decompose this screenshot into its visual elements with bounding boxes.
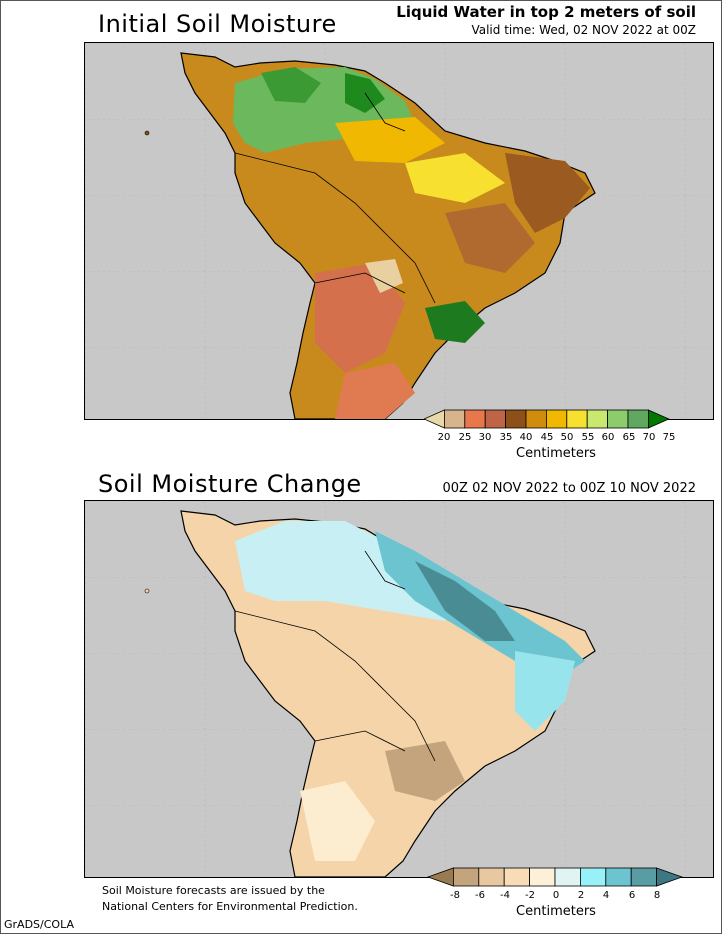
- cbar2-tick-6: 4: [602, 890, 610, 901]
- cbar1-tick-9: 65: [622, 432, 636, 443]
- cbar2-tick-3: -2: [525, 890, 535, 901]
- cbar2-tick-8: 8: [653, 890, 661, 901]
- colorbar-swatch: [630, 867, 657, 887]
- panel1-header-line2: Valid time: Wed, 02 NOV 2022 at 00Z: [471, 23, 696, 37]
- initial-soil-moisture-map-svg: [85, 43, 713, 419]
- colorbar-swatch: [607, 409, 629, 429]
- cbar1-tick-0: 20: [437, 432, 451, 443]
- colorbar-swatch: [579, 867, 607, 887]
- soil-moisture-change-map: [84, 500, 714, 878]
- colorbar-arrow-low: [426, 867, 454, 887]
- cbar1-tick-11: 75: [662, 432, 676, 443]
- cbar2-tick-2: -4: [500, 890, 510, 901]
- colorbar-swatch: [627, 409, 649, 429]
- colorbar-swatch: [503, 867, 530, 887]
- panel2-title: Soil Moisture Change: [98, 470, 362, 498]
- colorbar-swatch: [525, 409, 547, 429]
- colorbar-swatch: [478, 867, 505, 887]
- panel2-colorbar: [426, 867, 684, 887]
- colorbar-swatch: [443, 409, 466, 429]
- colorbar-arrow-low: [424, 409, 445, 429]
- cbar2-tick-5: 2: [577, 890, 585, 901]
- cbar1-tick-8: 60: [601, 432, 615, 443]
- colorbar-swatch: [546, 409, 568, 429]
- cbar1-tick-3: 35: [499, 432, 513, 443]
- cbar2-tick-4: 0: [552, 890, 560, 901]
- colorbar-swatch: [464, 409, 486, 429]
- cbar1-tick-2: 30: [478, 432, 492, 443]
- cbar2-tick-7: 6: [628, 890, 636, 901]
- cbar1-tick-1: 25: [458, 432, 472, 443]
- colorbar-swatch: [586, 409, 608, 429]
- cbar1-tick-5: 45: [540, 432, 554, 443]
- colorbar-swatch: [566, 409, 588, 429]
- cbar1-tick-7: 55: [581, 432, 595, 443]
- panel1-header-line1: Liquid Water in top 2 meters of soil: [396, 3, 696, 21]
- colorbar-swatch: [484, 409, 507, 429]
- colorbar-arrow-high: [656, 867, 684, 887]
- cbar1-tick-4: 40: [519, 432, 533, 443]
- footer-credit: GrADS/COLA: [4, 918, 74, 931]
- colorbar-swatch: [505, 409, 527, 429]
- footer-note-line2: National Centers for Environmental Predi…: [102, 900, 358, 913]
- colorbar-arrow-high: [647, 409, 670, 429]
- cbar1-tick-6: 50: [560, 432, 574, 443]
- footer-note-line1: Soil Moisture forecasts are issued by th…: [102, 884, 325, 897]
- colorbar-swatch: [554, 867, 581, 887]
- panel1-title: Initial Soil Moisture: [98, 10, 337, 38]
- cbar1-tick-10: 70: [642, 432, 656, 443]
- panel2-header: 00Z 02 NOV 2022 to 00Z 10 NOV 2022: [442, 481, 697, 496]
- cbar2-tick-1: -6: [475, 890, 485, 901]
- initial-soil-moisture-map: [84, 42, 714, 420]
- cbar2-tick-0: -8: [450, 890, 460, 901]
- colorbar-swatch: [529, 867, 556, 887]
- colorbar-swatch: [452, 867, 480, 887]
- panel2-colorbar-units: Centimeters: [516, 904, 596, 919]
- soil-moisture-change-map-svg: [85, 501, 713, 877]
- panel1-colorbar-units: Centimeters: [516, 446, 596, 461]
- colorbar-swatch: [605, 867, 632, 887]
- panel1-colorbar: [424, 409, 670, 429]
